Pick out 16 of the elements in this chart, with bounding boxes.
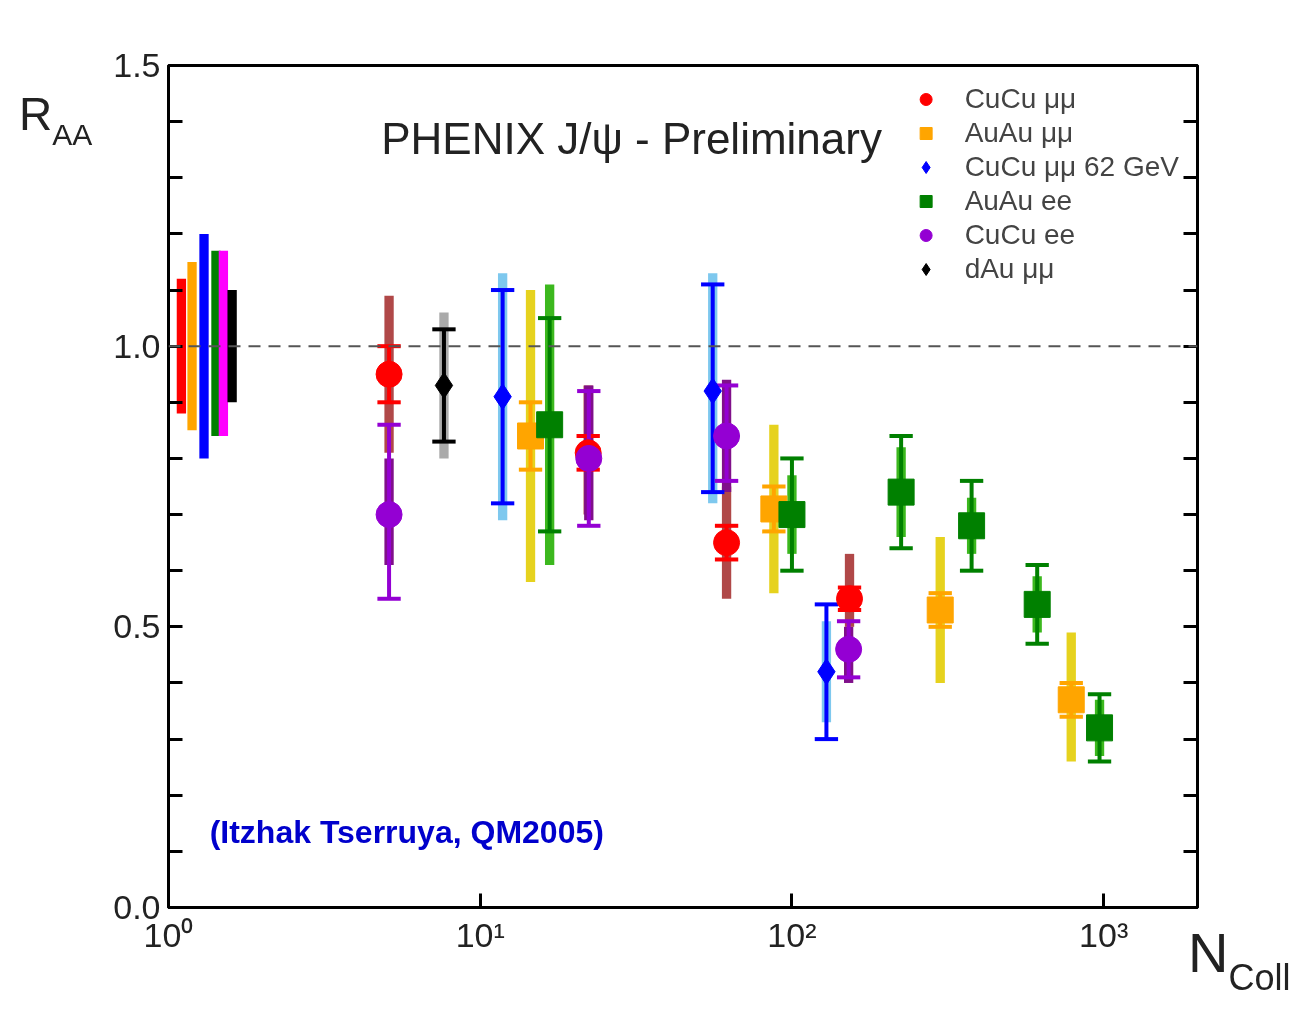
x-tick-label: 10²: [767, 915, 817, 954]
x-axis-title: N$_{Coll}$: [1188, 921, 1291, 998]
legend-label: dAu μμ: [964, 253, 1055, 285]
x-tick-label: 10¹: [455, 915, 505, 954]
annotation: (Itzhak Tserruya, QM2005): [209, 813, 604, 850]
legend-label: AuAu ee: [964, 185, 1073, 217]
legend-label: CuCu μμ 62 GeV: [964, 151, 1179, 183]
text: PHENIX J/ψ - Preliminary: [381, 114, 882, 164]
legend-label: CuCu ee: [964, 219, 1076, 251]
y-tick-label: 0.5: [113, 607, 161, 646]
legend-label: CuCu μμ: [964, 83, 1077, 115]
y-tick-label: 1.5: [113, 46, 161, 84]
y-tick-label: 1.0: [113, 326, 161, 365]
y-axis-title: R$_{AA}$: [19, 88, 93, 151]
legend-label: AuAu μμ: [964, 117, 1074, 149]
x-tick-label: 10³: [1079, 915, 1129, 954]
